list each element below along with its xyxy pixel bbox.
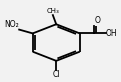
Text: NO₂: NO₂ (4, 20, 19, 29)
Text: CH₃: CH₃ (46, 8, 59, 14)
Text: OH: OH (106, 29, 118, 38)
Text: O: O (95, 16, 101, 25)
Text: Cl: Cl (53, 70, 60, 79)
